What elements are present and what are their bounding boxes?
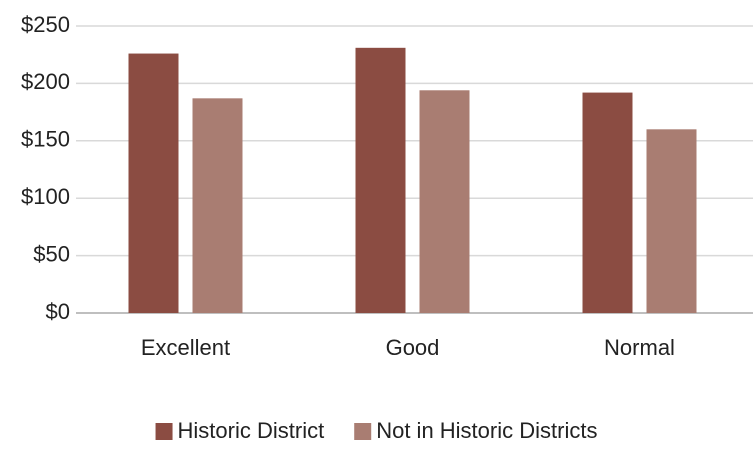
- bar: [355, 47, 406, 313]
- x-tick-label: Excellent: [141, 335, 230, 360]
- y-tick-label: $150: [21, 127, 70, 152]
- bar: [646, 129, 697, 313]
- bar: [582, 92, 633, 313]
- bar: [128, 53, 179, 313]
- y-tick-label: $200: [21, 69, 70, 94]
- y-tick-label: $250: [21, 12, 70, 37]
- y-tick-label: $0: [46, 299, 70, 324]
- legend-swatch: [354, 423, 372, 440]
- legend-swatch: [155, 423, 173, 440]
- bar: [419, 90, 470, 314]
- bar: [192, 98, 243, 313]
- x-tick-label: Good: [386, 335, 440, 360]
- legend-label: Historic District: [178, 418, 325, 443]
- y-tick-label: $100: [21, 184, 70, 209]
- legend-label: Not in Historic Districts: [376, 418, 597, 443]
- y-tick-label: $50: [33, 241, 70, 266]
- x-tick-label: Normal: [604, 335, 675, 360]
